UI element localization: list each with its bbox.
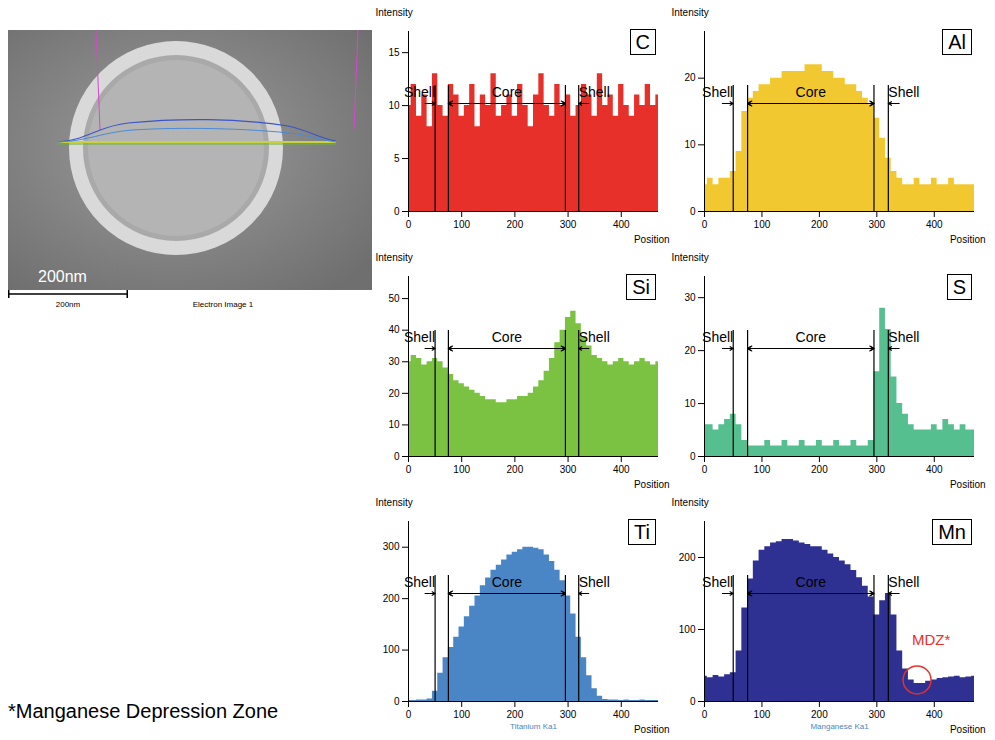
svg-text:300: 300: [383, 541, 400, 552]
svg-text:300: 300: [560, 219, 577, 230]
svg-text:0: 0: [702, 709, 708, 720]
svg-text:Core: Core: [492, 574, 523, 590]
svg-text:200: 200: [383, 593, 400, 604]
svg-text:Titanium Ka1: Titanium Ka1: [510, 722, 557, 731]
svg-text:100: 100: [754, 709, 771, 720]
svg-text:100: 100: [453, 464, 470, 475]
svg-text:200: 200: [507, 709, 524, 720]
svg-text:400: 400: [926, 219, 943, 230]
svg-text:MDZ*: MDZ*: [912, 631, 950, 648]
svg-text:400: 400: [926, 709, 943, 720]
svg-text:Position: Position: [634, 479, 670, 490]
svg-text:Manganese Ka1: Manganese Ka1: [810, 722, 869, 731]
svg-text:100: 100: [453, 709, 470, 720]
svg-text:Electron Image 1: Electron Image 1: [193, 300, 254, 309]
svg-text:Shell: Shell: [579, 574, 610, 590]
html-text:*Manganese Depression Zone: *Manganese Depression Zone: [8, 700, 279, 722]
svg-text:10: 10: [684, 139, 696, 150]
svg-text:Shell: Shell: [404, 84, 435, 100]
html-text:Al: Al: [948, 31, 966, 53]
svg-text:100: 100: [754, 219, 771, 230]
svg-text:Shell: Shell: [888, 84, 919, 100]
svg-text:30: 30: [388, 356, 400, 367]
svg-text:400: 400: [926, 464, 943, 475]
svg-text:300: 300: [868, 464, 885, 475]
svg-text:20: 20: [684, 345, 696, 356]
svg-text:20: 20: [684, 72, 696, 83]
svg-text:Shell: Shell: [702, 329, 733, 345]
svg-text:0: 0: [702, 464, 708, 475]
html-text:C: C: [635, 31, 650, 53]
svg-text:100: 100: [453, 219, 470, 230]
svg-text:Shell: Shell: [404, 329, 435, 345]
svg-text:0: 0: [406, 709, 412, 720]
svg-text:400: 400: [613, 709, 630, 720]
svg-text:5: 5: [394, 153, 400, 164]
svg-text:0: 0: [394, 696, 400, 707]
svg-text:400: 400: [613, 464, 630, 475]
html-text:S: S: [952, 276, 966, 298]
svg-text:200: 200: [679, 552, 696, 563]
svg-text:Intensity: Intensity: [376, 7, 413, 18]
svg-text:50: 50: [388, 293, 400, 304]
svg-text:40: 40: [388, 324, 400, 335]
html-text:Si: Si: [632, 276, 650, 298]
html-text:Mn: Mn: [938, 521, 966, 543]
svg-text:0: 0: [406, 219, 412, 230]
svg-text:Position: Position: [950, 234, 986, 245]
svg-text:300: 300: [560, 464, 577, 475]
svg-text:Intensity: Intensity: [376, 497, 413, 508]
svg-text:Position: Position: [950, 724, 986, 735]
svg-text:Core: Core: [492, 84, 523, 100]
svg-text:Position: Position: [950, 479, 986, 490]
svg-text:30: 30: [684, 292, 696, 303]
svg-text:10: 10: [388, 419, 400, 430]
svg-text:Shell: Shell: [579, 329, 610, 345]
svg-text:0: 0: [690, 696, 696, 707]
svg-text:200nm: 200nm: [56, 300, 81, 309]
svg-text:Shell: Shell: [404, 574, 435, 590]
html-text:Ti: Ti: [634, 521, 650, 543]
svg-text:Shell: Shell: [702, 84, 733, 100]
svg-text:Intensity: Intensity: [672, 252, 709, 263]
svg-text:15: 15: [388, 47, 400, 58]
svg-text:10: 10: [388, 100, 400, 111]
svg-text:400: 400: [613, 219, 630, 230]
svg-text:0: 0: [702, 219, 708, 230]
svg-text:Shell: Shell: [702, 574, 733, 590]
svg-text:0: 0: [690, 206, 696, 217]
svg-text:300: 300: [560, 709, 577, 720]
svg-text:Intensity: Intensity: [376, 252, 413, 263]
svg-text:200nm: 200nm: [38, 268, 87, 285]
svg-text:Core: Core: [492, 329, 523, 345]
svg-text:0: 0: [690, 451, 696, 462]
svg-text:Shell: Shell: [888, 329, 919, 345]
svg-text:Core: Core: [796, 84, 827, 100]
svg-text:200: 200: [507, 219, 524, 230]
svg-text:200: 200: [811, 464, 828, 475]
svg-text:200: 200: [811, 219, 828, 230]
svg-text:300: 300: [868, 219, 885, 230]
svg-text:300: 300: [868, 709, 885, 720]
svg-text:0: 0: [406, 464, 412, 475]
svg-text:Intensity: Intensity: [672, 7, 709, 18]
svg-text:Position: Position: [634, 724, 670, 735]
svg-text:100: 100: [679, 624, 696, 635]
svg-text:200: 200: [507, 464, 524, 475]
svg-text:100: 100: [383, 644, 400, 655]
svg-text:0: 0: [394, 206, 400, 217]
svg-text:0: 0: [394, 451, 400, 462]
svg-text:Shell: Shell: [579, 84, 610, 100]
svg-text:Position: Position: [634, 234, 670, 245]
svg-text:100: 100: [754, 464, 771, 475]
svg-text:Intensity: Intensity: [672, 497, 709, 508]
svg-text:200: 200: [811, 709, 828, 720]
svg-text:20: 20: [388, 388, 400, 399]
svg-text:Shell: Shell: [888, 574, 919, 590]
svg-text:Core: Core: [796, 574, 827, 590]
svg-text:Core: Core: [796, 329, 827, 345]
svg-text:10: 10: [684, 398, 696, 409]
